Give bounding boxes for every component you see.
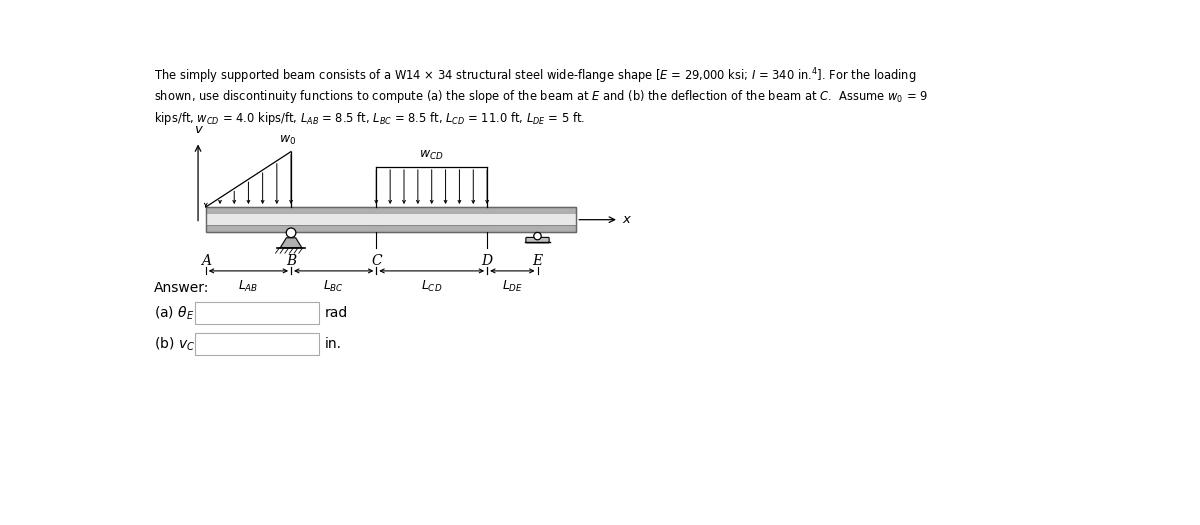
Text: $w_0$: $w_0$ — [278, 134, 295, 147]
Bar — [206, 214, 576, 225]
Bar — [206, 207, 576, 214]
Text: x: x — [623, 213, 631, 226]
Text: in.: in. — [324, 337, 341, 351]
FancyBboxPatch shape — [194, 302, 319, 324]
FancyBboxPatch shape — [194, 333, 319, 355]
Circle shape — [287, 228, 296, 237]
Text: D: D — [481, 254, 493, 268]
Bar — [206, 207, 576, 233]
Text: $w_{CD}$: $w_{CD}$ — [419, 149, 444, 162]
Polygon shape — [281, 238, 302, 248]
Text: $L_{CD}$: $L_{CD}$ — [421, 279, 443, 293]
Text: The simply supported beam consists of a W14 $\times$ 34 structural steel wide-fl: The simply supported beam consists of a … — [154, 67, 917, 87]
Text: $L_{BC}$: $L_{BC}$ — [323, 279, 344, 293]
Text: $L_{AB}$: $L_{AB}$ — [239, 279, 259, 293]
Text: E: E — [533, 254, 542, 268]
Bar — [206, 207, 576, 233]
Text: (b) $v_C$ =: (b) $v_C$ = — [154, 335, 210, 353]
Text: v: v — [194, 123, 202, 136]
Text: Answer:: Answer: — [154, 281, 209, 295]
Text: kips/ft, $w_{CD}$ = 4.0 kips/ft, $L_{AB}$ = 8.5 ft, $L_{BC}$ = 8.5 ft, $L_{CD}$ : kips/ft, $w_{CD}$ = 4.0 kips/ft, $L_{AB}… — [154, 110, 584, 127]
FancyBboxPatch shape — [526, 237, 550, 243]
Text: shown, use discontinuity functions to compute (a) the slope of the beam at $E$ a: shown, use discontinuity functions to co… — [154, 88, 928, 106]
Circle shape — [534, 233, 541, 240]
Text: rad: rad — [324, 306, 348, 320]
Bar — [206, 225, 576, 233]
Text: (a) $\theta_E$ =: (a) $\theta_E$ = — [154, 304, 209, 322]
Text: B: B — [286, 254, 296, 268]
Text: $L_{DE}$: $L_{DE}$ — [502, 279, 523, 293]
Text: C: C — [371, 254, 382, 268]
Text: A: A — [200, 254, 211, 268]
